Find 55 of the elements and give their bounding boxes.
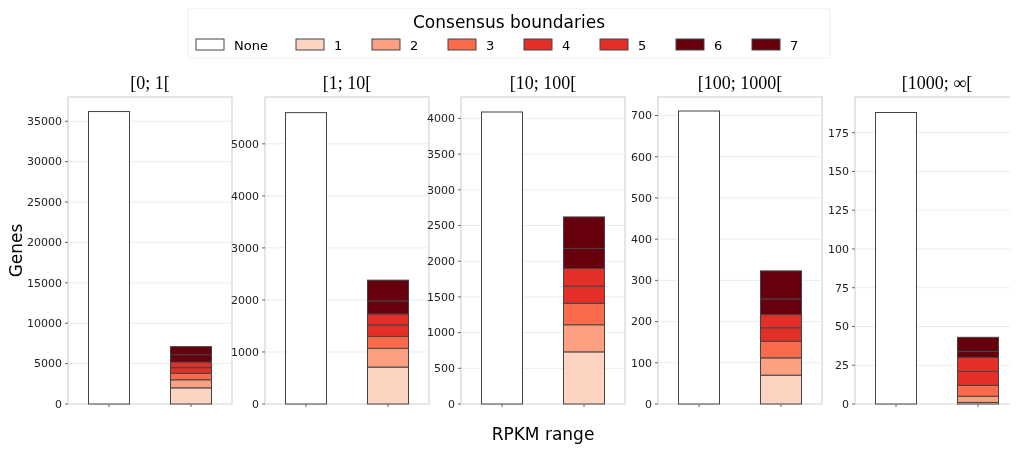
y-tick-label: 4000 [231,189,259,203]
chart-title: [10; 100[ [509,73,577,93]
legend-title: Consensus boundaries [412,12,606,32]
y-tick-label: 1000 [231,345,259,359]
legend-label: None [234,37,268,53]
y-tick-label: 3000 [427,183,455,197]
y-tick-label: 0 [252,397,259,411]
y-tick-label: 175 [828,126,849,140]
y-tick-label: 1500 [427,290,455,304]
y-tick-label: 10000 [27,317,62,331]
y-tick-label: 5000 [34,357,62,371]
legend-label: 7 [790,37,799,53]
y-tick-label: 0 [55,397,62,411]
y-tick-label: 50 [835,320,849,334]
y-tick-label: 15000 [27,276,62,290]
legend-label: 1 [334,37,343,53]
y-tick-label: 300 [631,274,652,288]
y-axis-title: Genes [6,223,26,278]
y-tick-label: 100 [631,356,652,370]
y-tick-label: 200 [631,315,652,329]
y-tick-label: 3000 [231,241,259,255]
legend-label: 6 [714,37,723,53]
y-tick-label: 3500 [427,147,455,161]
y-tick-label: 75 [835,281,849,295]
y-tick-label: 700 [631,109,652,123]
legend-label: 2 [410,37,419,53]
y-tick-label: 30000 [27,155,62,169]
y-tick-label: 2000 [231,293,259,307]
y-tick-label: 2000 [427,255,455,269]
y-tick-label: 20000 [27,236,62,250]
y-tick-label: 1000 [427,326,455,340]
y-tick-label: 400 [631,233,652,247]
chart-title: [0; 1[ [130,73,170,93]
y-tick-label: 125 [828,204,849,218]
legend-label: 5 [638,37,647,53]
y-tick-label: 0 [842,397,849,411]
chart-title: [1; 10[ [322,73,372,93]
y-tick-label: 500 [631,191,652,205]
y-tick-label: 0 [645,397,652,411]
legend-label: 3 [486,37,495,53]
y-tick-label: 25 [835,359,849,373]
legend-label: 4 [562,37,571,53]
y-tick-label: 2500 [427,219,455,233]
y-tick-label: 150 [828,165,849,179]
chart-title: [1000; ∞[ [901,73,973,93]
x-axis-title: RPKM range [491,424,595,444]
y-tick-label: 4000 [427,112,455,126]
y-tick-label: 0 [448,397,455,411]
y-tick-label: 500 [434,362,455,376]
y-tick-label: 100 [828,242,849,256]
y-tick-label: 5000 [231,137,259,151]
chart-title: [100; 1000[ [697,73,783,93]
y-tick-label: 35000 [27,115,62,129]
y-tick-label: 25000 [27,195,62,209]
y-tick-label: 600 [631,150,652,164]
